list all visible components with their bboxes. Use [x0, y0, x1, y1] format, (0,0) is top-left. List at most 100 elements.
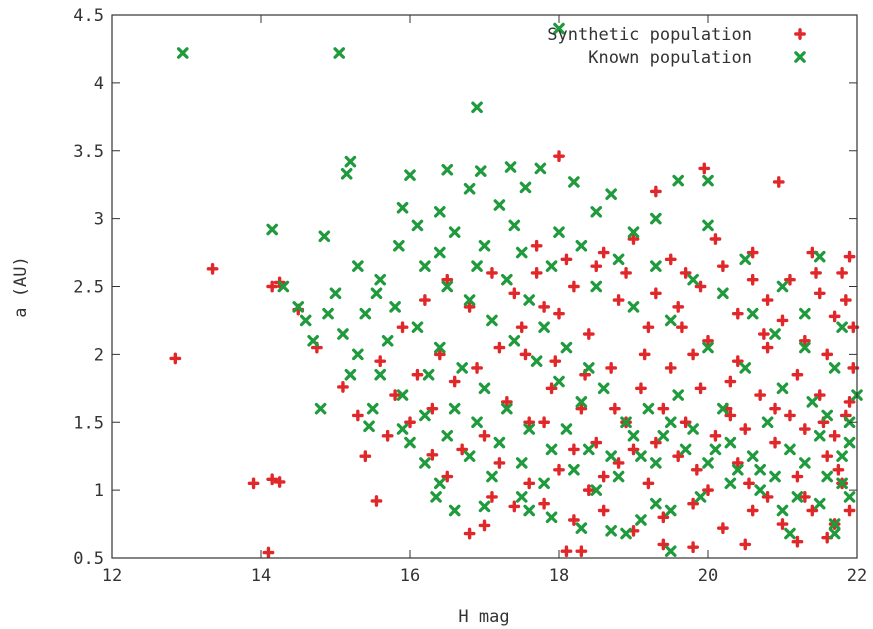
- data-point: [590, 206, 603, 218]
- data-point: [419, 260, 431, 272]
- data-point: [273, 476, 286, 488]
- data-point: [672, 300, 685, 313]
- data-point: [761, 341, 774, 354]
- data-point: [847, 321, 860, 334]
- data-point: [664, 253, 677, 266]
- data-point: [448, 226, 461, 238]
- data-point: [508, 219, 521, 232]
- data-point: [836, 267, 848, 279]
- data-point: [821, 348, 834, 361]
- data-point: [530, 239, 543, 252]
- data-point: [389, 301, 401, 313]
- data-point: [370, 495, 383, 507]
- data-point: [836, 477, 848, 490]
- data-point: [642, 321, 655, 334]
- data-point: [568, 280, 580, 293]
- data-point: [724, 436, 737, 449]
- data-point: [374, 368, 386, 381]
- data-point: [590, 436, 603, 449]
- data-point: [702, 174, 714, 187]
- y-tick-label: 0.5: [73, 549, 104, 569]
- y-axis-label: a (AU): [11, 256, 31, 317]
- data-point: [687, 541, 699, 554]
- data-point: [676, 321, 688, 334]
- data-point: [448, 504, 461, 517]
- data-point: [724, 375, 737, 388]
- data-point: [702, 457, 714, 469]
- data-point: [493, 199, 506, 211]
- data-point: [649, 436, 662, 449]
- data-point: [698, 162, 711, 175]
- data-point: [568, 514, 580, 526]
- data-point: [486, 267, 498, 279]
- data-point: [523, 423, 535, 435]
- data-point: [441, 273, 454, 286]
- data-point: [478, 429, 491, 442]
- data-point: [575, 239, 588, 252]
- data-point: [493, 436, 506, 449]
- data-point: [560, 253, 573, 266]
- data-point: [545, 511, 558, 524]
- data-point: [627, 443, 640, 456]
- data-point: [501, 402, 513, 415]
- data-point: [434, 477, 446, 490]
- data-point: [471, 416, 483, 429]
- data-point: [471, 101, 483, 114]
- data-point: [396, 389, 409, 401]
- data-point: [813, 430, 826, 442]
- data-point: [761, 491, 774, 503]
- data-point: [776, 382, 789, 395]
- data-point: [247, 477, 260, 490]
- data-point: [649, 185, 662, 198]
- data-point: [463, 527, 476, 540]
- data-point: [456, 362, 468, 374]
- data-point: [828, 362, 841, 374]
- data-point: [642, 402, 655, 415]
- data-point: [560, 545, 573, 558]
- data-point: [519, 181, 532, 194]
- data-point: [664, 416, 677, 429]
- data-point: [307, 335, 319, 347]
- legend-label-synthetic: Synthetic population: [547, 25, 752, 45]
- data-point: [434, 246, 446, 259]
- data-point: [441, 430, 454, 442]
- data-point: [374, 273, 386, 286]
- data-point: [717, 402, 729, 415]
- data-point: [299, 314, 312, 327]
- data-point: [434, 206, 446, 218]
- data-point: [486, 314, 498, 327]
- data-point: [843, 395, 856, 408]
- data-point: [337, 381, 349, 393]
- data-point: [538, 416, 550, 429]
- data-point: [504, 161, 517, 173]
- data-point: [583, 362, 595, 374]
- data-point: [322, 307, 334, 320]
- data-point: [687, 497, 699, 510]
- data-point: [441, 163, 454, 176]
- data-point: [650, 212, 662, 225]
- points-layer: [169, 22, 863, 559]
- data-point: [404, 436, 416, 449]
- data-point: [687, 423, 699, 435]
- data-point: [739, 362, 752, 374]
- data-point: [530, 267, 543, 279]
- data-point: [687, 348, 699, 361]
- data-point: [717, 287, 729, 300]
- data-point: [791, 491, 804, 503]
- data-point: [612, 294, 625, 306]
- plot-frame: [111, 14, 858, 559]
- y-tick-label: 2.5: [73, 278, 104, 298]
- data-point: [739, 538, 752, 551]
- data-point: [560, 423, 573, 435]
- data-point: [847, 362, 860, 374]
- data-point: [612, 457, 625, 469]
- data-point: [553, 307, 565, 320]
- data-point: [266, 473, 279, 486]
- data-point: [650, 260, 662, 272]
- data-point: [553, 22, 565, 35]
- data-point: [441, 470, 454, 483]
- data-point: [608, 402, 621, 415]
- data-point: [370, 287, 383, 300]
- data-point: [396, 423, 409, 435]
- data-point: [679, 443, 692, 456]
